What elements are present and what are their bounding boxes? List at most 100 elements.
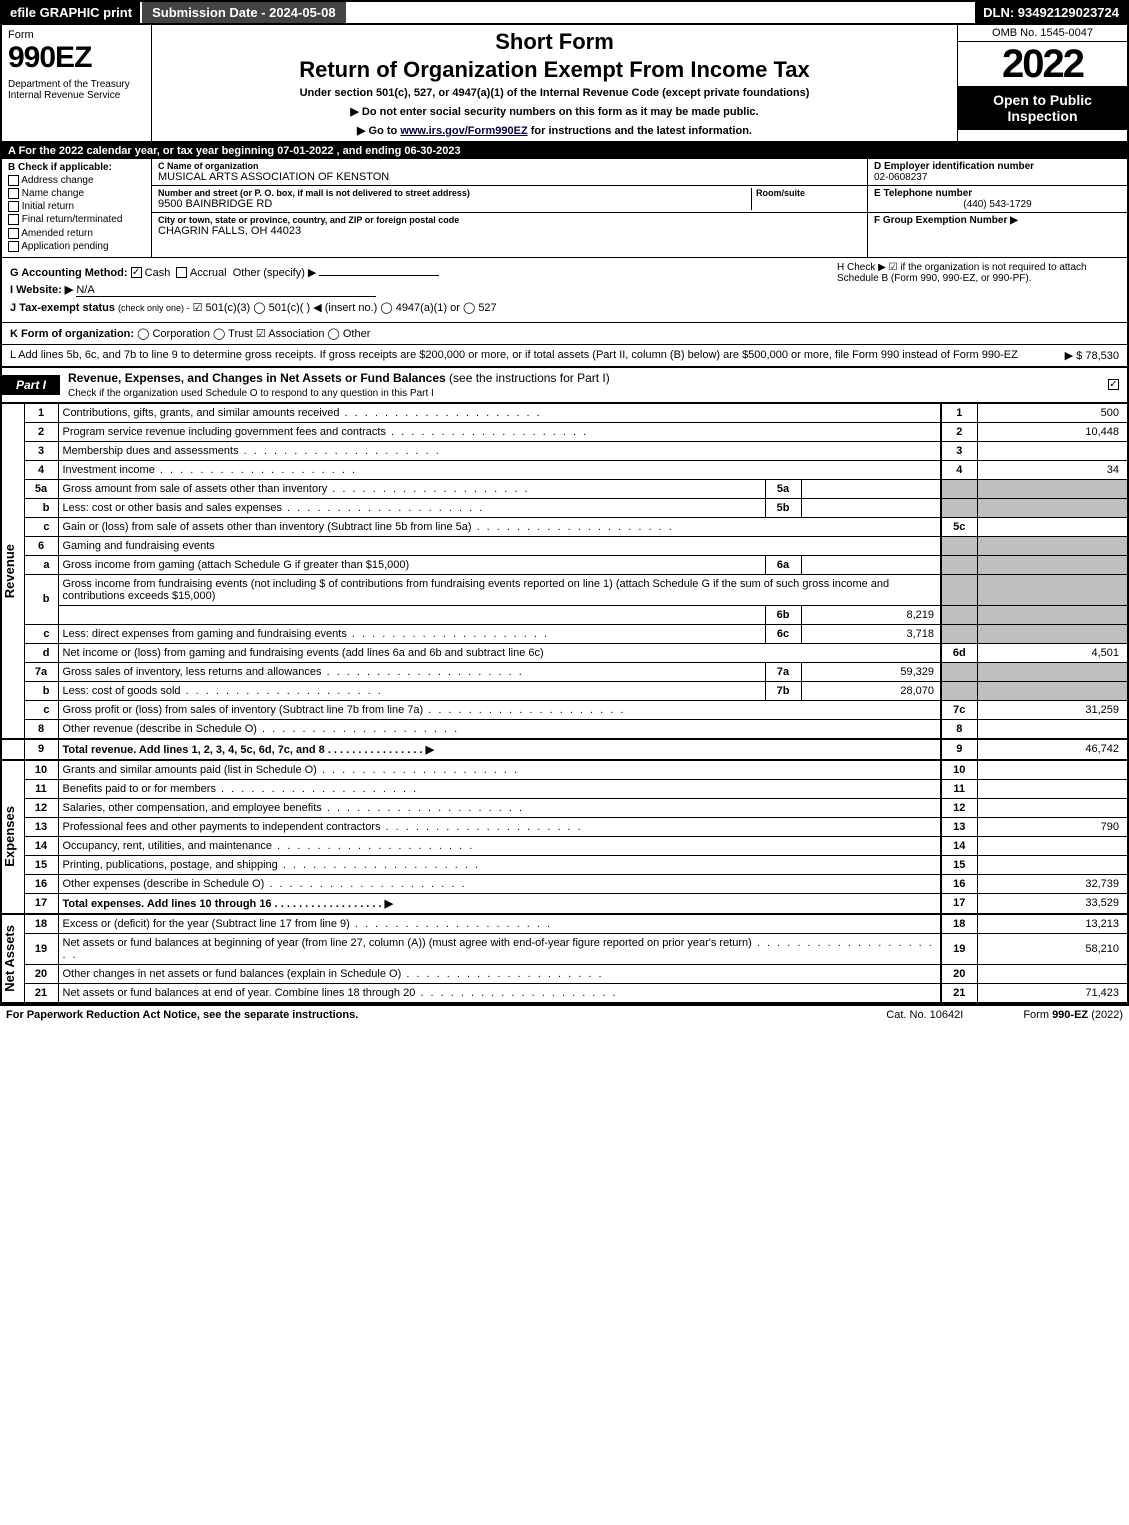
footer-right: Form 990-EZ (2022) [1023,1009,1123,1021]
line5b-sv [801,498,941,517]
goto-post: for instructions and the latest informat… [528,125,752,137]
column-c: C Name of organization MUSICAL ARTS ASSO… [152,159,867,257]
c-name-row: C Name of organization MUSICAL ARTS ASSO… [152,159,867,186]
k-label: K Form of organization: [10,328,134,340]
l-amount: ▶ $ 78,530 [1057,349,1119,362]
line6a-sv [801,555,941,574]
line15-desc: Printing, publications, postage, and shi… [58,855,941,874]
line12-val [977,798,1127,817]
line6-desc: Gaming and fundraising events [58,536,941,555]
line4-val: 34 [977,460,1127,479]
page-footer: For Paperwork Reduction Act Notice, see … [0,1004,1129,1024]
line20-val [977,964,1127,983]
line19-val: 58,210 [977,933,1127,964]
line16-desc: Other expenses (describe in Schedule O) [58,874,941,893]
line6c-sv: 3,718 [801,624,941,643]
ln-1: 1 [24,403,58,422]
chk-cash[interactable]: ✓ [131,267,142,278]
open-to-public: Open to Public Inspection [958,86,1127,130]
efile-label[interactable]: efile GRAPHIC print [2,2,140,23]
line5c-val [977,517,1127,536]
line9-desc: Total revenue. Add lines 1, 2, 3, 4, 5c,… [58,739,941,760]
footer-catno: Cat. No. 10642I [886,1009,963,1021]
line4-desc: Investment income [58,460,941,479]
line7a-desc: Gross sales of inventory, less returns a… [58,662,765,681]
c-city-label: City or town, state or province, country… [158,215,861,225]
ssn-warning: ▶ Do not enter social security numbers o… [158,105,951,118]
short-form-title: Short Form [158,29,951,55]
part1-tag: Part I [2,375,60,395]
form-word: Form [8,29,145,41]
line14-desc: Occupancy, rent, utilities, and maintena… [58,836,941,855]
line12-desc: Salaries, other compensation, and employ… [58,798,941,817]
chk-accrual[interactable] [176,267,187,278]
part1-table: Revenue 1Contributions, gifts, grants, a… [2,403,1127,1002]
f-label: F Group Exemption Number ▶ [874,215,1018,226]
line6b-desc: Gross income from fundraising events (no… [58,574,941,605]
footer-left: For Paperwork Reduction Act Notice, see … [6,1009,826,1021]
h-text: H Check ▶ ☑ if the organization is not r… [837,262,1087,284]
j-small: (check only one) - [118,303,190,313]
line21-desc: Net assets or fund balances at end of ye… [58,983,941,1002]
org-address: 9500 BAINBRIDGE RD [158,198,751,210]
line8-desc: Other revenue (describe in Schedule O) [58,719,941,739]
chk-final-return[interactable]: Final return/terminated [8,214,145,225]
c-city-row: City or town, state or province, country… [152,213,867,239]
line10-desc: Grants and similar amounts paid (list in… [58,760,941,780]
g-label: G Accounting Method: [10,267,128,279]
line5a-desc: Gross amount from sale of assets other t… [58,479,765,498]
line6d-val: 4,501 [977,643,1127,662]
line15-val [977,855,1127,874]
k-options: ◯ Corporation ◯ Trust ☑ Association ◯ Ot… [137,328,370,340]
line6d-desc: Net income or (loss) from gaming and fun… [58,643,941,662]
phone-value: (440) 543-1729 [874,199,1121,210]
i-label: I Website: ▶ [10,284,73,296]
form-number: 990EZ [8,41,145,75]
chk-address-change[interactable]: Address change [8,175,145,186]
other-specify[interactable] [319,275,439,276]
section-bcdef: B Check if applicable: Address change Na… [2,159,1127,258]
goto-pre: ▶ Go to [357,125,400,137]
line1-desc: Contributions, gifts, grants, and simila… [58,403,941,422]
part1-title: Revenue, Expenses, and Changes in Net As… [60,368,1108,402]
line14-val [977,836,1127,855]
chk-initial-return[interactable]: Initial return [8,201,145,212]
line6b-sv: 8,219 [801,605,941,624]
line2-val: 10,448 [977,422,1127,441]
line7a-sv: 59,329 [801,662,941,681]
header-left: Form 990EZ Department of the Treasury In… [2,25,152,141]
chk-amended-return[interactable]: Amended return [8,228,145,239]
line13-val: 790 [977,817,1127,836]
line3-desc: Membership dues and assessments [58,441,941,460]
i-row: I Website: ▶ N/A [10,283,829,297]
k-row: K Form of organization: ◯ Corporation ◯ … [2,322,1127,344]
line10-val [977,760,1127,780]
line8-val [977,719,1127,739]
irs-link[interactable]: www.irs.gov/Form990EZ [400,125,527,137]
line11-desc: Benefits paid to or for members [58,779,941,798]
chk-name-change[interactable]: Name change [8,188,145,199]
revenue-vlabel: Revenue [2,544,17,598]
line20-desc: Other changes in net assets or fund bala… [58,964,941,983]
h-box: H Check ▶ ☑ if the organization is not r… [829,262,1119,318]
c-name-label: C Name of organization [158,161,861,171]
line13-desc: Professional fees and other payments to … [58,817,941,836]
g-row: G Accounting Method: ✓ Cash Accrual Othe… [10,266,829,279]
line17-desc: Total expenses. Add lines 10 through 16 … [58,893,941,914]
ein-value: 02-0608237 [874,172,1121,183]
expenses-vlabel: Expenses [2,806,17,867]
line19-desc: Net assets or fund balances at beginning… [58,933,941,964]
tax-year: 2022 [958,42,1127,86]
d-ein-row: D Employer identification number 02-0608… [868,159,1127,186]
j-label: J Tax-exempt status [10,302,115,314]
e-label: E Telephone number [874,188,1121,199]
line9-val: 46,742 [977,739,1127,760]
org-name: MUSICAL ARTS ASSOCIATION OF KENSTON [158,171,861,183]
chk-application-pending[interactable]: Application pending [8,241,145,252]
form-container: efile GRAPHIC print Submission Date - 20… [0,0,1129,1004]
part1-checkbox[interactable]: ✓ [1108,379,1127,391]
j-row: J Tax-exempt status (check only one) - ☑… [10,301,829,314]
line5a-sv [801,479,941,498]
c-addr-label: Number and street (or P. O. box, if mail… [158,188,751,198]
org-city: CHAGRIN FALLS, OH 44023 [158,225,861,237]
